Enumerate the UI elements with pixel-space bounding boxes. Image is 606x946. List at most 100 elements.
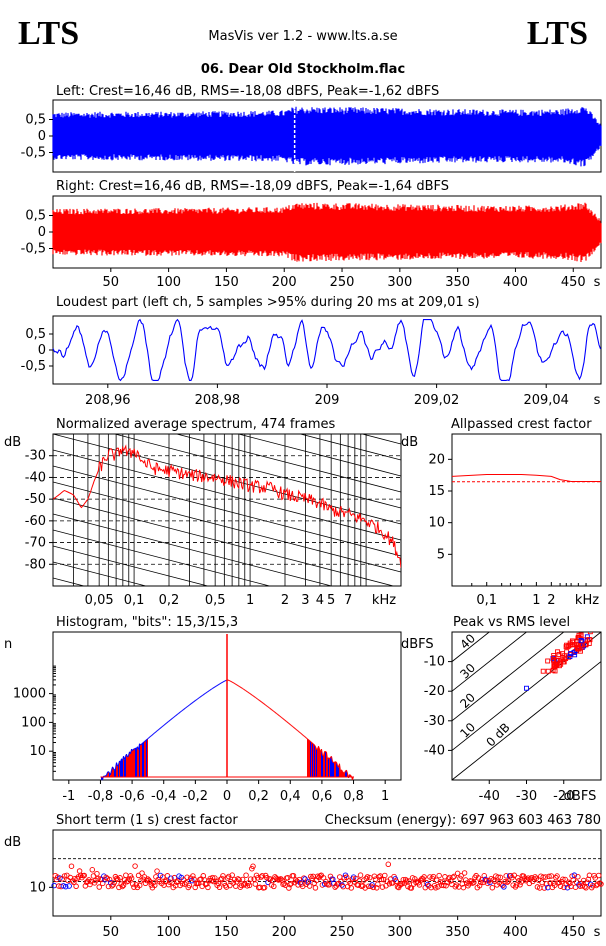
x-tick-label: 7 [344, 593, 352, 608]
histogram-left-step [114, 768, 116, 771]
histogram-left-step [164, 723, 166, 726]
crest-point [441, 882, 447, 889]
crest-point [548, 873, 555, 879]
histogram-right-step [268, 706, 270, 709]
histogram-left-step [156, 730, 158, 732]
histogram-left-step [177, 713, 179, 715]
loudest-part-trace [52, 318, 602, 382]
histogram-left-step [179, 711, 181, 714]
histogram-right-step [241, 687, 243, 689]
crest-point [281, 880, 287, 887]
crest-point [517, 882, 523, 888]
histogram-left-step [124, 756, 126, 760]
histogram-left-step [180, 710, 182, 713]
histogram-right-step [242, 688, 244, 690]
histogram-left-step [161, 726, 163, 728]
histogram-left-step [148, 736, 150, 739]
histogram-left-step [160, 726, 162, 729]
histogram-left-step [207, 690, 209, 693]
allpassed-crest-plot: 20 15 10 5 0,1 1 2 kHz [428, 452, 601, 608]
y-tick-label: 0,5 [25, 113, 46, 128]
crest-point [406, 878, 412, 884]
crest-point [497, 874, 504, 881]
y-tick-label: 10 [29, 880, 46, 895]
spectrum-slope-line [53, 561, 148, 586]
histogram-right-step [244, 689, 246, 691]
crest-point [94, 870, 100, 877]
histogram-right-step [267, 706, 269, 708]
crest-point [430, 873, 437, 880]
waveform-trace [52, 106, 602, 167]
histogram-right-step [292, 726, 294, 728]
histogram-left-step [158, 728, 160, 731]
waveform-trace [52, 202, 602, 262]
crest-point [106, 876, 113, 883]
histogram-left-step [206, 691, 208, 693]
crest-point [571, 872, 578, 878]
histogram-left-step [175, 714, 177, 717]
crest-point [565, 879, 572, 885]
histogram-left-step [154, 731, 156, 734]
pvr-point [561, 659, 567, 665]
crest-point [505, 878, 512, 884]
crest-point [567, 880, 573, 887]
x-tick-label: 0,5 [205, 593, 226, 608]
x-tick-label: 450 [561, 275, 586, 290]
crest-point [171, 874, 178, 881]
histogram-right-step [302, 734, 304, 736]
histogram-left-step [183, 708, 185, 710]
x-tick-label: 208,96 [85, 393, 131, 408]
pvr-diagonal [452, 661, 601, 780]
crest-point [444, 879, 450, 886]
allpassed-crest-ylabel: dB [401, 435, 418, 450]
spectrum-curve [53, 444, 401, 568]
y-tick-label: 0 [38, 129, 46, 144]
histogram-right-step [257, 698, 259, 701]
x-tick-label: 200 [272, 925, 297, 940]
crest-point [458, 873, 464, 879]
crest-point [278, 876, 284, 882]
crest-point [250, 863, 256, 870]
y-tick-label: 5 [437, 547, 445, 562]
crest-point [111, 879, 118, 886]
y-tick-label: -70 [25, 536, 46, 551]
crest-point [598, 881, 604, 887]
crest-point [437, 879, 444, 885]
histogram-left-step [163, 724, 165, 726]
histogram-left-step [181, 709, 183, 712]
crest-point [89, 867, 96, 873]
left-waveform-plot: 0,50 -0,5 [21, 100, 602, 172]
histogram-right-step [264, 703, 266, 706]
x-tick-label: 0,05 [85, 593, 114, 608]
right-waveform-plot: 0,50 -0,5 50 100 150 200 250 300 350 400 450 s [21, 202, 602, 290]
histogram-right-step [240, 686, 242, 689]
histogram-right-step [346, 770, 348, 774]
crest-point [246, 882, 253, 889]
y-tick-label: -80 [25, 557, 46, 572]
spectrum-slope-line [175, 434, 401, 493]
crest-point [461, 870, 468, 876]
allpassed-crest-curve [451, 474, 601, 482]
histogram-left-step [223, 680, 225, 683]
histogram-left-step [194, 700, 196, 702]
histogram-left-step [151, 734, 153, 736]
crest-point [288, 880, 294, 887]
crest-point [186, 882, 193, 889]
histogram-right-step [275, 712, 277, 714]
histogram-right-step [265, 704, 267, 707]
crest-point [220, 873, 226, 879]
histogram-left-step [144, 740, 146, 742]
x-tick-label: -0,8 [88, 789, 113, 804]
pvr-point [545, 658, 551, 664]
histogram-left-step [182, 709, 184, 711]
x-tick-label: 1 [532, 593, 540, 608]
x-tick-label: 150 [214, 275, 239, 290]
x-unit-label: kHz [372, 593, 396, 608]
histogram-right-step [301, 733, 303, 736]
histogram-right-step [277, 713, 279, 716]
histogram-left-step [173, 716, 175, 718]
histogram-left-step [152, 733, 154, 736]
histogram-left-step [145, 739, 147, 742]
pvr-point [587, 632, 593, 635]
histogram-right-step [235, 683, 237, 686]
